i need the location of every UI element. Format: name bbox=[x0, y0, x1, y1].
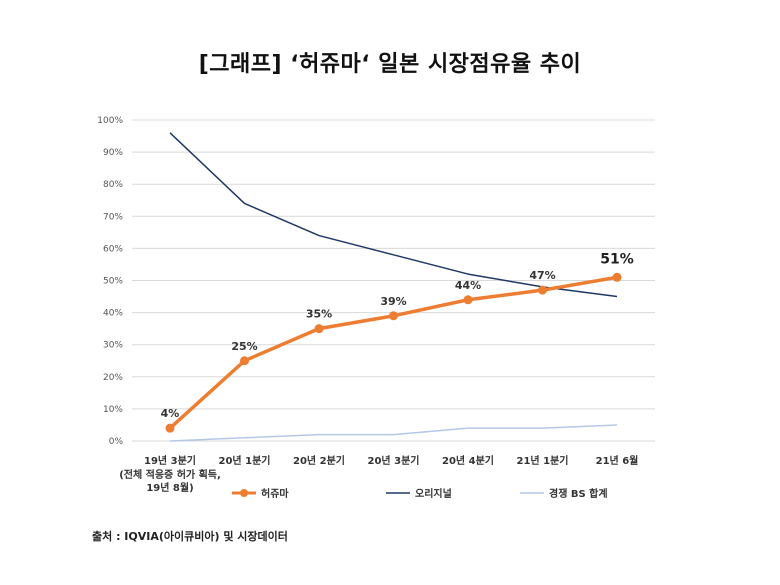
legend-marker bbox=[240, 489, 248, 497]
y-tick-label: 30% bbox=[103, 341, 123, 351]
x-tick-label: 21년 1분기 bbox=[517, 454, 569, 467]
x-tick-label: 20년 4분기 bbox=[442, 454, 494, 467]
data-label: 39% bbox=[380, 295, 406, 308]
x-tick-label: 20년 3분기 bbox=[368, 454, 420, 467]
legend-label: 경쟁 BS 합계 bbox=[549, 487, 608, 500]
y-tick-label: 90% bbox=[103, 148, 123, 158]
series-lines bbox=[165, 132, 622, 442]
legend: 허쥬마 오리지널 경쟁 BS 합계 bbox=[232, 487, 608, 500]
data-label: 47% bbox=[529, 269, 555, 282]
y-tick-label: 0% bbox=[109, 437, 124, 447]
x-tick-note: 19년 8월) bbox=[146, 481, 193, 494]
data-point bbox=[314, 324, 324, 334]
x-tick-note: (전체 적응증 허가 획득, bbox=[119, 468, 221, 481]
series-line bbox=[169, 424, 618, 442]
data-label: 25% bbox=[231, 340, 257, 353]
y-tick-label: 100% bbox=[97, 116, 123, 126]
y-tick-label: 50% bbox=[103, 277, 123, 287]
gridlines bbox=[132, 119, 655, 442]
data-labels: 4% 25% 35% 39% 44% 47% 51% bbox=[161, 251, 634, 420]
data-point bbox=[240, 356, 249, 366]
data-point bbox=[463, 295, 473, 305]
y-tick-label: 40% bbox=[103, 309, 123, 319]
x-tick-label: 19년 3분기 bbox=[144, 454, 196, 467]
data-label: 35% bbox=[306, 308, 332, 321]
data-point bbox=[389, 311, 398, 321]
source-note: 출처 : IQVIA(아이큐비아) 및 시장데이터 bbox=[92, 530, 288, 543]
y-tick-label: 20% bbox=[103, 373, 123, 383]
data-point bbox=[612, 272, 622, 282]
y-tick-label: 80% bbox=[103, 180, 123, 190]
data-label: 44% bbox=[455, 279, 481, 292]
data-label: 51% bbox=[600, 251, 634, 267]
x-tick-label: 20년 1분기 bbox=[219, 454, 271, 467]
data-label: 4% bbox=[161, 407, 180, 420]
y-tick-label: 10% bbox=[103, 405, 123, 415]
x-axis-ticks: 19년 3분기 20년 1분기 20년 2분기 20년 3분기 20년 4분기 21년 1… bbox=[119, 454, 638, 494]
legend-label: 오리지널 bbox=[415, 487, 452, 500]
y-axis-ticks: 0% 10% 20% 30% 40% 50% 60% 70% 80% 90% 100% bbox=[97, 116, 123, 447]
y-tick-label: 70% bbox=[103, 212, 123, 222]
x-tick-label: 20년 2분기 bbox=[293, 454, 345, 467]
data-point bbox=[538, 285, 547, 295]
chart-title: [그래프] ‘허쥬마‘ 일본 시장점유율 추이 bbox=[198, 52, 582, 77]
x-tick-label: 21년 6월 bbox=[596, 454, 639, 467]
y-tick-label: 60% bbox=[103, 244, 123, 254]
data-point bbox=[165, 423, 175, 433]
legend-label: 허쥬마 bbox=[261, 487, 289, 500]
